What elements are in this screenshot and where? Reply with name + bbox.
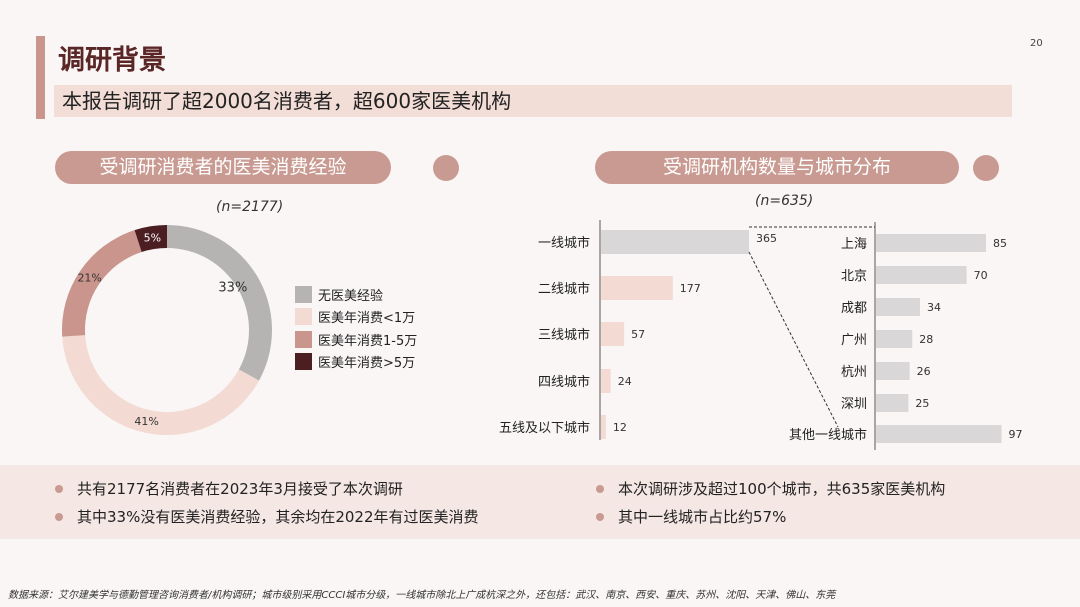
legend-label: 医美年消费1-5万 <box>318 333 418 349</box>
data-label: 57 <box>631 328 645 341</box>
bar <box>601 276 673 300</box>
category-label: 上海 <box>841 237 867 252</box>
category-label: 广州 <box>841 333 867 348</box>
donut-legend: 无医美经验医美年消费<1万 医美年消费1-5万 医美年消费>5万 <box>295 284 417 374</box>
donut-data-label: 33% <box>218 280 247 295</box>
data-label: 97 <box>1009 428 1023 441</box>
legend-item: 医美年消费1-5万 <box>295 329 417 349</box>
category-label: 深圳 <box>841 397 867 412</box>
left-section-heading: 受调研消费者的医美消费经验 <box>55 151 391 184</box>
page-number: 20 <box>1030 38 1043 49</box>
legend-item: 无医美经验 <box>295 284 417 304</box>
summary-band: 共有2177名消费者在2023年3月接受了本次调研 其中33%没有医美消费经验，… <box>0 465 1080 539</box>
summary-bullet: 其中一线城市占比约57% <box>596 506 786 527</box>
zoom-connector <box>748 251 839 428</box>
legend-swatch <box>295 353 312 370</box>
page-subtitle: 本报告调研了超2000名消费者，超600家医美机构 <box>54 85 1012 117</box>
legend-label: 无医美经验 <box>318 288 384 304</box>
category-label: 成都 <box>841 301 867 316</box>
summary-bullet: 其中33%没有医美消费经验，其余均在2022年有过医美消费 <box>55 506 479 527</box>
donut-sample-size: (n=2177) <box>216 199 284 215</box>
donut-data-label: 5% <box>144 232 161 245</box>
category-label: 一线城市 <box>538 235 590 251</box>
decorative-dot <box>973 155 999 181</box>
category-label: 杭州 <box>841 365 867 380</box>
donut-slice <box>167 225 273 381</box>
bar <box>601 230 749 254</box>
data-label: 25 <box>915 397 929 410</box>
category-label: 三线城市 <box>538 327 590 343</box>
bar <box>876 234 986 252</box>
data-label: 365 <box>756 232 777 245</box>
data-label: 85 <box>993 237 1007 250</box>
data-label: 28 <box>919 333 933 346</box>
donut-slice <box>134 225 167 253</box>
legend-swatch <box>295 285 312 303</box>
source-footnote: 数据来源：艾尔建美学与德勤管理咨询消费者/机构调研；城市级别采用CCCI城市分级… <box>8 590 836 601</box>
data-label: 24 <box>618 375 632 388</box>
bar <box>876 394 909 412</box>
category-label: 四线城市 <box>538 374 590 390</box>
category-label: 其他一线城市 <box>789 427 867 443</box>
page-title: 调研背景 <box>58 45 166 76</box>
category-label: 五线及以下城市 <box>499 420 590 436</box>
right-section-heading: 受调研机构数量与城市分布 <box>595 151 959 184</box>
donut-data-label: 41% <box>134 415 158 428</box>
title-accent-bar <box>36 36 45 119</box>
bar-sample-size: (n=635) <box>755 193 814 209</box>
donut-data-label: 21% <box>77 271 101 284</box>
bar <box>601 369 611 393</box>
decorative-dot <box>433 155 459 181</box>
legend-swatch <box>295 308 312 325</box>
bar <box>876 298 920 316</box>
legend-label: 医美年消费>5万 <box>318 356 416 371</box>
data-label: 177 <box>680 282 701 295</box>
data-label: 70 <box>974 269 988 282</box>
category-label: 北京 <box>841 269 867 284</box>
category-label: 二线城市 <box>538 281 590 297</box>
data-label: 12 <box>613 421 627 434</box>
data-label: 26 <box>917 365 931 378</box>
bar <box>876 425 1002 443</box>
bar <box>876 330 913 348</box>
city-bar-chart: 一线城市 365 二线城市 177 三线城市 57 四线城市 24 五线及以下城市 12 上海 85 北… <box>499 220 1023 450</box>
legend-item: 医美年消费<1万 <box>295 307 417 327</box>
donut-chart: 33% 41% 21% 5% <box>62 225 273 436</box>
bar <box>601 415 606 439</box>
bar <box>876 362 910 380</box>
donut-slice <box>62 230 142 337</box>
data-label: 34 <box>927 301 941 314</box>
summary-bullet: 本次调研涉及超过100个城市，共635家医美机构 <box>596 478 945 499</box>
summary-bullet: 共有2177名消费者在2023年3月接受了本次调研 <box>55 478 403 499</box>
bar <box>876 266 967 284</box>
donut-slice <box>62 335 260 436</box>
legend-swatch <box>295 330 312 348</box>
legend-item: 医美年消费>5万 <box>295 352 417 372</box>
bar <box>601 322 625 346</box>
legend-label: 医美年消费<1万 <box>318 311 416 326</box>
